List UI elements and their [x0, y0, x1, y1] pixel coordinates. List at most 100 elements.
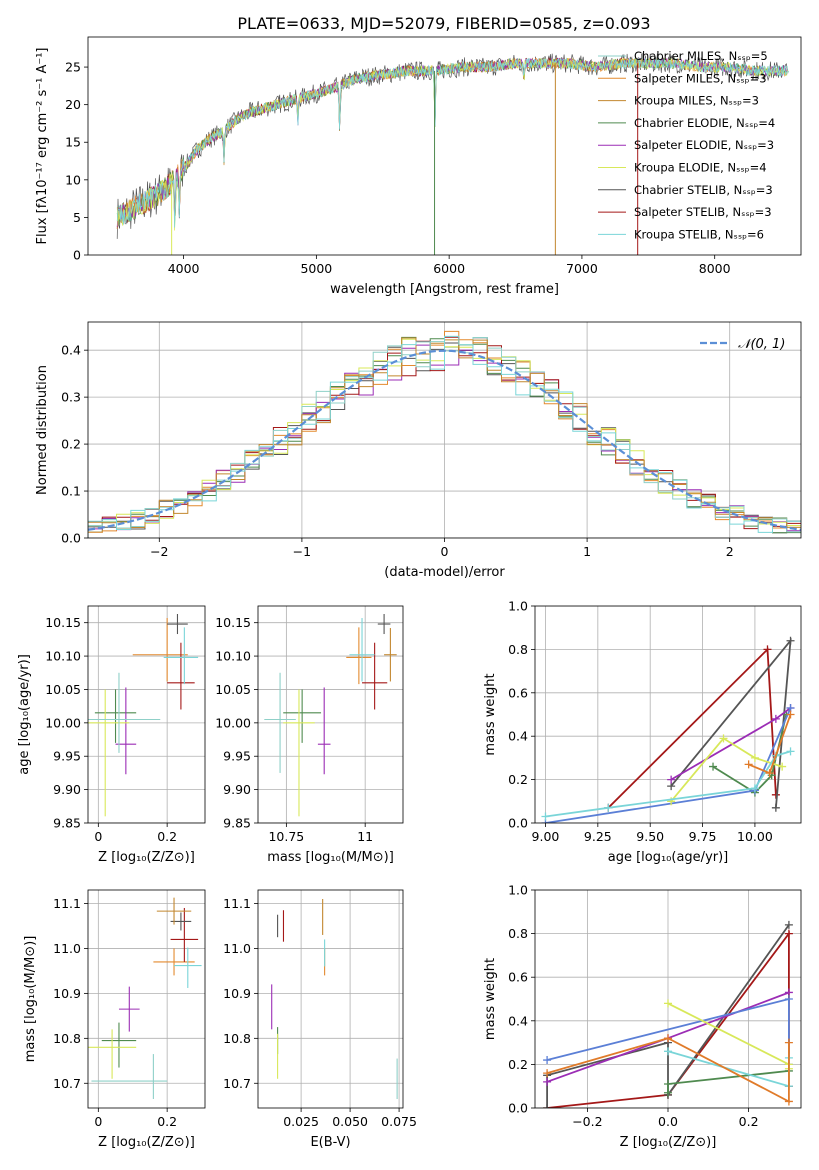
weight-line-4	[545, 707, 792, 823]
y-tick-label: 0.4	[61, 343, 81, 358]
y-tick-label: 10.05	[45, 682, 81, 697]
y-tick-label: 11.1	[223, 896, 251, 911]
axes-frame	[257, 889, 404, 1109]
y-tick-label: 10.9	[53, 986, 81, 1001]
legend-label: 𝒩(0, 1)	[738, 337, 785, 352]
x-tick-label: 1	[583, 544, 591, 559]
x-tick-label: 2	[726, 544, 734, 559]
weight-marker	[750, 784, 759, 793]
legend-label: Kroupa ELODIE, Nₛₛₚ=4	[634, 161, 767, 175]
y-tick-label: 9.95	[223, 749, 251, 764]
chart-spectrum: 4000 5000 6000 7000 8000 0 5 10 15 20 25 wavelength…	[35, 36, 802, 297]
spectrum-line-2	[116, 57, 638, 229]
y-tick-label: 9.90	[53, 782, 81, 797]
x-tick-label: −1	[293, 544, 311, 559]
plot-area	[535, 890, 801, 1108]
weight-marker	[771, 790, 780, 799]
y-tick-label: 0.6	[508, 685, 528, 700]
weight-marker	[664, 1047, 672, 1056]
plot-area	[88, 890, 205, 1108]
y-axis-label: Flux [fλ10⁻¹⁷ erg cm⁻² s⁻¹ A⁻¹]	[35, 48, 50, 245]
legend-label: Kroupa STELIB, Nₛₛₚ=6	[634, 227, 764, 241]
axes-frame	[87, 605, 206, 824]
x-tick-label: 6000	[433, 261, 465, 276]
y-tick-label: 0.0	[508, 816, 528, 831]
weight-marker	[667, 775, 676, 784]
chart-weight-vs-age: 9.00 9.25 9.50 9.75 10.00 0.0 0.2 0.4 0.6 0.8 1.0 a…	[483, 599, 802, 865]
y-axis-label: age [log₁₀(age/yr)]	[17, 654, 32, 775]
x-axis-label: Z [log₁₀(Z/Z⊙)]	[98, 1135, 195, 1150]
y-axis-label: mass [log₁₀(M/M⊙)]	[23, 936, 38, 1063]
y-tick-label: 1.0	[508, 599, 528, 614]
x-tick-label: −0.2	[572, 1114, 602, 1129]
axes-frame	[534, 889, 802, 1109]
y-tick-label: 10	[65, 172, 81, 187]
plot-area	[88, 322, 801, 538]
weight-marker	[543, 1104, 552, 1108]
weight-marker	[709, 762, 718, 771]
y-tick-label: 10.00	[215, 715, 251, 730]
y-tick-label: 0.1	[61, 484, 81, 499]
x-axis-label: (data-model)/error	[384, 565, 505, 580]
y-tick-label: 11.0	[223, 941, 251, 956]
weight-marker	[744, 760, 753, 769]
x-tick-label: 9.75	[689, 829, 717, 844]
y-tick-label: 10.8	[223, 1031, 251, 1046]
chart-mass-vs-Z: 0 0.2 10.7 10.8 10.9 11.0 11.1 Z [log₁₀(Z/Z⊙)] m…	[23, 889, 206, 1150]
x-tick-label: 9.50	[636, 829, 664, 844]
y-tick-label: 10.15	[45, 615, 81, 630]
legend-label: Chabrier MILES, Nₛₛₚ=5	[634, 49, 768, 63]
y-tick-label: 0.8	[508, 926, 528, 941]
weight-marker	[784, 920, 793, 929]
y-tick-label: 10.7	[53, 1076, 81, 1091]
x-axis-label: mass [log₁₀(M/M⊙)]	[267, 850, 394, 865]
x-tick-label: 4000	[168, 261, 200, 276]
x-axis-label: age [log₁₀(age/yr)]	[608, 850, 729, 865]
y-tick-label: 0.2	[508, 1057, 528, 1072]
y-tick-label: 11.0	[53, 941, 81, 956]
weight-marker	[765, 769, 774, 778]
y-tick-label: 11.1	[53, 896, 81, 911]
weight-line-7	[546, 1037, 790, 1103]
legend-label: Salpeter ELODIE, Nₛₛₚ=3	[634, 138, 774, 152]
y-tick-label: 10.9	[223, 986, 251, 1001]
x-tick-label: 0.075	[381, 1114, 417, 1129]
spectrum-line-8	[116, 57, 788, 228]
y-tick-label: 10.8	[53, 1031, 81, 1046]
weight-marker	[771, 714, 780, 723]
x-tick-label: 0.025	[283, 1114, 319, 1129]
plot-area	[258, 890, 403, 1108]
figure-title: PLATE=0633, MJD=52079, FIBERID=0585, z=0…	[237, 14, 650, 33]
y-tick-label: 5	[73, 210, 81, 225]
weight-marker	[543, 1077, 552, 1086]
weight-marker	[784, 1038, 793, 1047]
y-tick-label: 9.90	[223, 782, 251, 797]
x-tick-label: 0.2	[157, 1114, 177, 1129]
chart-residuals: −2 −1 0 1 2 0.0 0.1 0.2 0.3 0.4 (data-model)/error…	[35, 321, 802, 580]
x-tick-label: 5000	[300, 261, 332, 276]
axes-frame	[87, 321, 802, 539]
plot-area	[116, 52, 790, 255]
weight-marker	[750, 753, 759, 762]
weight-marker	[719, 734, 728, 743]
x-tick-label: 9.25	[584, 829, 612, 844]
plot-area	[535, 606, 801, 823]
y-axis-label: mass weight	[483, 673, 498, 755]
weight-marker	[543, 1069, 552, 1078]
y-tick-label: 0.2	[61, 437, 81, 452]
weight-marker	[604, 803, 613, 812]
weight-line-5	[670, 737, 783, 802]
y-tick-label: 0.4	[508, 729, 528, 744]
y-tick-label: 10.05	[215, 682, 251, 697]
x-tick-label: 0.050	[332, 1114, 368, 1129]
x-tick-label: 10.00	[737, 829, 773, 844]
weight-marker	[786, 636, 795, 645]
chart-weight-vs-Z: −0.2 0.0 0.2 0.0 0.2 0.4 0.6 0.8 1.0 Z [log₁₀(Z/Z…	[483, 883, 802, 1150]
y-tick-label: 0	[73, 248, 81, 263]
y-tick-label: 1.0	[508, 883, 528, 898]
chart-age-vs-Z: 0 0.2 9.85 9.90 9.95 10.00 10.05 10.10 10.15 Z [l…	[17, 605, 206, 865]
y-axis-label: mass weight	[483, 958, 498, 1040]
weight-marker	[664, 1088, 672, 1097]
weight-marker	[786, 710, 795, 719]
